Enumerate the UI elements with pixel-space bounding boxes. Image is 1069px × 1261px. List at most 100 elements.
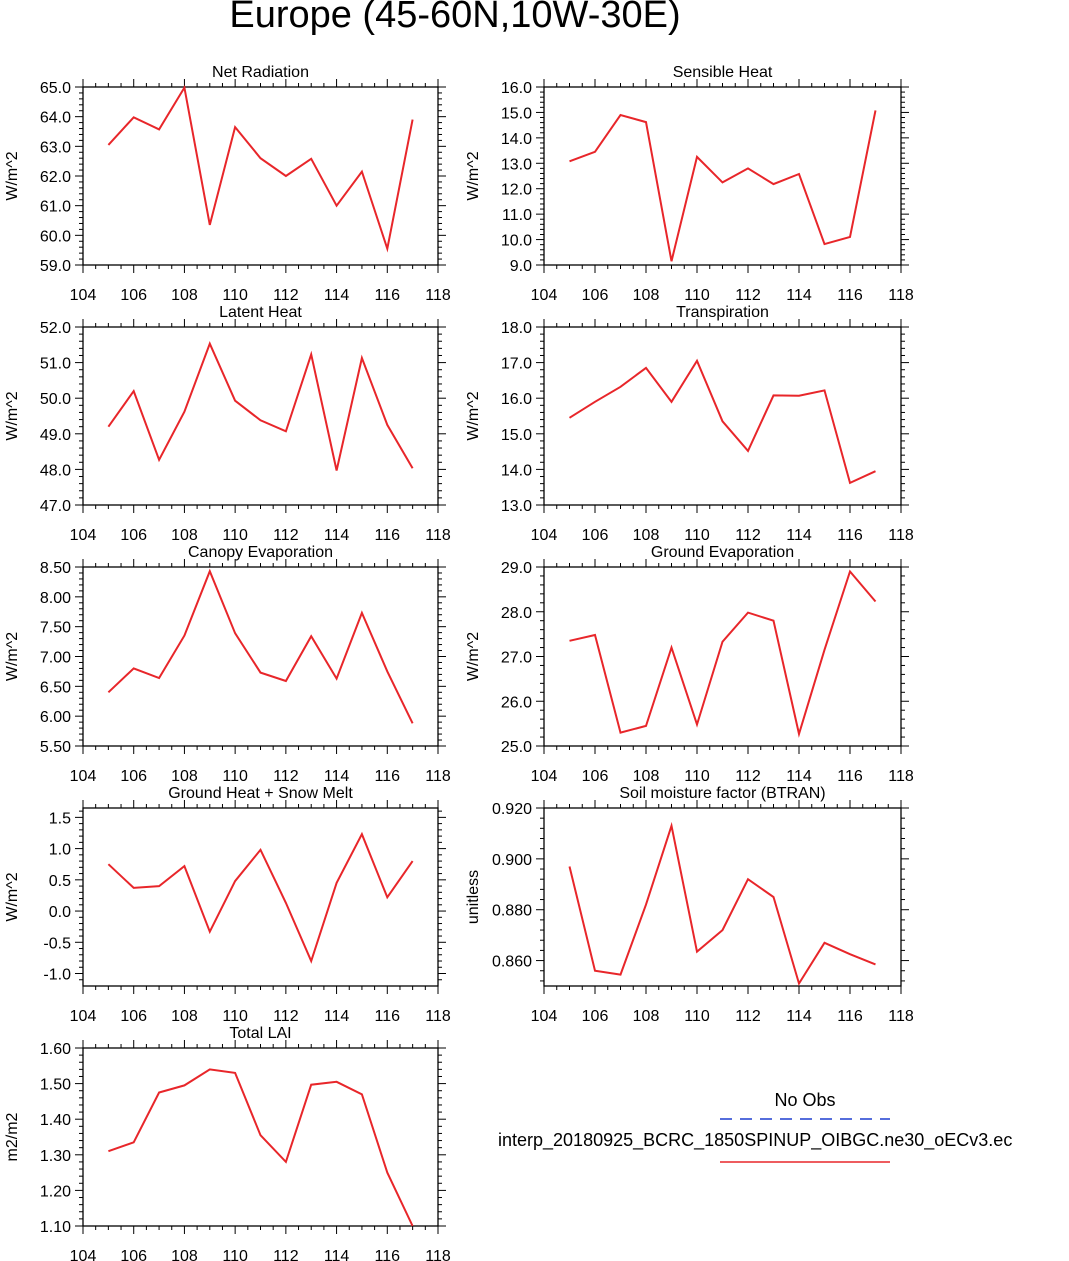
x-tick-label: 114 — [324, 1248, 350, 1261]
x-tick-label: 106 — [582, 527, 609, 544]
y-tick-label: 49.0 — [40, 427, 71, 444]
x-tick-label: 118 — [425, 287, 451, 304]
y-tick-label: 7.50 — [40, 620, 71, 637]
y-axis-label: W/m^2 — [465, 632, 482, 681]
chart-panel: Total LAI m2/m2 104 106 108 110 112 114 116 118 1.… — [4, 1025, 451, 1261]
x-tick-label: 110 — [222, 1008, 248, 1025]
series-line — [107, 341, 414, 471]
x-tick-label: 108 — [633, 527, 660, 544]
y-tick-label: 0.860 — [492, 954, 532, 971]
y-axis-label: m2/m2 — [4, 1112, 21, 1161]
y-tick-label: 26.0 — [501, 694, 532, 711]
x-tick-label: 106 — [582, 768, 609, 785]
x-tick-label: 108 — [171, 527, 198, 544]
y-tick-label: 1.5 — [49, 810, 71, 827]
y-axis-label: W/m^2 — [4, 391, 21, 440]
x-tick-label: 116 — [375, 527, 401, 544]
x-tick-label: 112 — [735, 527, 761, 544]
y-tick-label: 16.0 — [501, 80, 532, 97]
x-tick-label: 112 — [735, 1008, 761, 1025]
x-tick-label: 112 — [273, 287, 299, 304]
y-tick-label: 1.10 — [40, 1219, 71, 1236]
plot-frame — [543, 566, 902, 747]
y-tick-label: 12.0 — [501, 182, 532, 199]
y-tick-label: 1.20 — [40, 1183, 71, 1200]
legend-run-label: interp_20180925_BCRC_1850SPINUP_OIBGC.ne… — [498, 1130, 1013, 1150]
x-tick-label: 104 — [531, 527, 558, 544]
x-tick-label: 106 — [120, 768, 147, 785]
x-tick-label: 118 — [888, 287, 914, 304]
y-tick-label: 61.0 — [40, 199, 71, 216]
x-tick-label: 112 — [273, 1248, 299, 1261]
x-tick-label: 118 — [888, 527, 914, 544]
y-tick-label: 48.0 — [40, 462, 71, 479]
x-tick-label: 108 — [171, 1248, 198, 1261]
chart-title: Sensible Heat — [673, 64, 773, 81]
x-tick-label: 110 — [222, 768, 248, 785]
y-tick-label: 64.0 — [40, 110, 71, 127]
x-tick-label: 112 — [273, 768, 299, 785]
x-tick-label: 108 — [171, 1008, 198, 1025]
x-tick-label: 114 — [786, 1008, 812, 1025]
x-tick-label: 104 — [70, 1008, 97, 1025]
plot-frame — [543, 326, 902, 506]
y-tick-label: 0.5 — [49, 873, 71, 890]
x-tick-label: 110 — [684, 527, 710, 544]
y-tick-label: 7.00 — [40, 650, 71, 667]
x-tick-label: 114 — [786, 768, 812, 785]
y-tick-label: 1.50 — [40, 1077, 71, 1094]
x-tick-label: 112 — [735, 768, 761, 785]
y-tick-label: 51.0 — [40, 356, 71, 373]
y-tick-label: 18.0 — [501, 320, 532, 337]
y-tick-label: 11.0 — [502, 207, 532, 224]
y-tick-label: 63.0 — [40, 139, 71, 156]
y-axis-label: W/m^2 — [4, 872, 21, 921]
y-tick-label: 0.880 — [492, 903, 532, 920]
chart-panel: Sensible Heat W/m^2 104 106 108 110 112 114 116 1… — [465, 64, 914, 304]
x-tick-label: 104 — [70, 287, 97, 304]
x-tick-label: 112 — [273, 1008, 299, 1025]
y-tick-label: 10.0 — [501, 233, 532, 250]
y-tick-label: 1.60 — [40, 1041, 71, 1058]
x-tick-label: 118 — [425, 768, 451, 785]
x-tick-label: 110 — [684, 287, 710, 304]
y-tick-label: 47.0 — [40, 498, 71, 515]
x-tick-label: 106 — [120, 287, 147, 304]
plot-frame — [543, 807, 902, 987]
x-tick-label: 106 — [120, 527, 147, 544]
x-tick-label: 118 — [425, 1008, 451, 1025]
x-tick-label: 114 — [786, 527, 812, 544]
y-tick-label: 50.0 — [40, 391, 71, 408]
y-tick-label: 6.50 — [40, 679, 71, 696]
x-tick-label: 114 — [324, 768, 350, 785]
x-tick-label: 112 — [735, 287, 761, 304]
y-tick-label: 16.0 — [501, 391, 532, 408]
y-axis-label: W/m^2 — [465, 391, 482, 440]
x-tick-label: 118 — [888, 1008, 914, 1025]
x-tick-label: 106 — [582, 1008, 609, 1025]
chart-panel: Canopy Evaporation W/m^2 104 106 108 110 112 11… — [4, 544, 451, 785]
series-line — [107, 568, 414, 724]
x-tick-label: 108 — [171, 768, 198, 785]
legend-obs-label: No Obs — [774, 1090, 836, 1110]
chart-panel: Latent Heat W/m^2 104 106 108 110 112 114 116 118… — [4, 304, 451, 544]
series-line — [569, 569, 877, 738]
x-tick-label: 116 — [837, 287, 863, 304]
x-tick-label: 114 — [324, 1008, 350, 1025]
y-tick-label: 29.0 — [501, 560, 532, 577]
x-tick-label: 118 — [425, 1248, 451, 1261]
x-tick-label: 118 — [888, 768, 914, 785]
chart-panel: Ground Evaporation W/m^2 104 106 108 110 112 11… — [465, 544, 914, 785]
y-tick-label: 52.0 — [40, 320, 71, 337]
chart-title: Total LAI — [229, 1025, 291, 1042]
x-tick-label: 114 — [324, 287, 350, 304]
x-tick-label: 108 — [633, 768, 660, 785]
chart-title: Canopy Evaporation — [188, 544, 333, 561]
chart-title: Ground Heat + Snow Melt — [168, 785, 353, 802]
y-tick-label: 14.0 — [501, 462, 532, 479]
y-tick-label: 0.920 — [492, 801, 532, 818]
x-tick-label: 110 — [222, 527, 248, 544]
y-tick-label: -1.0 — [43, 967, 71, 984]
y-tick-label: 1.30 — [40, 1148, 71, 1165]
